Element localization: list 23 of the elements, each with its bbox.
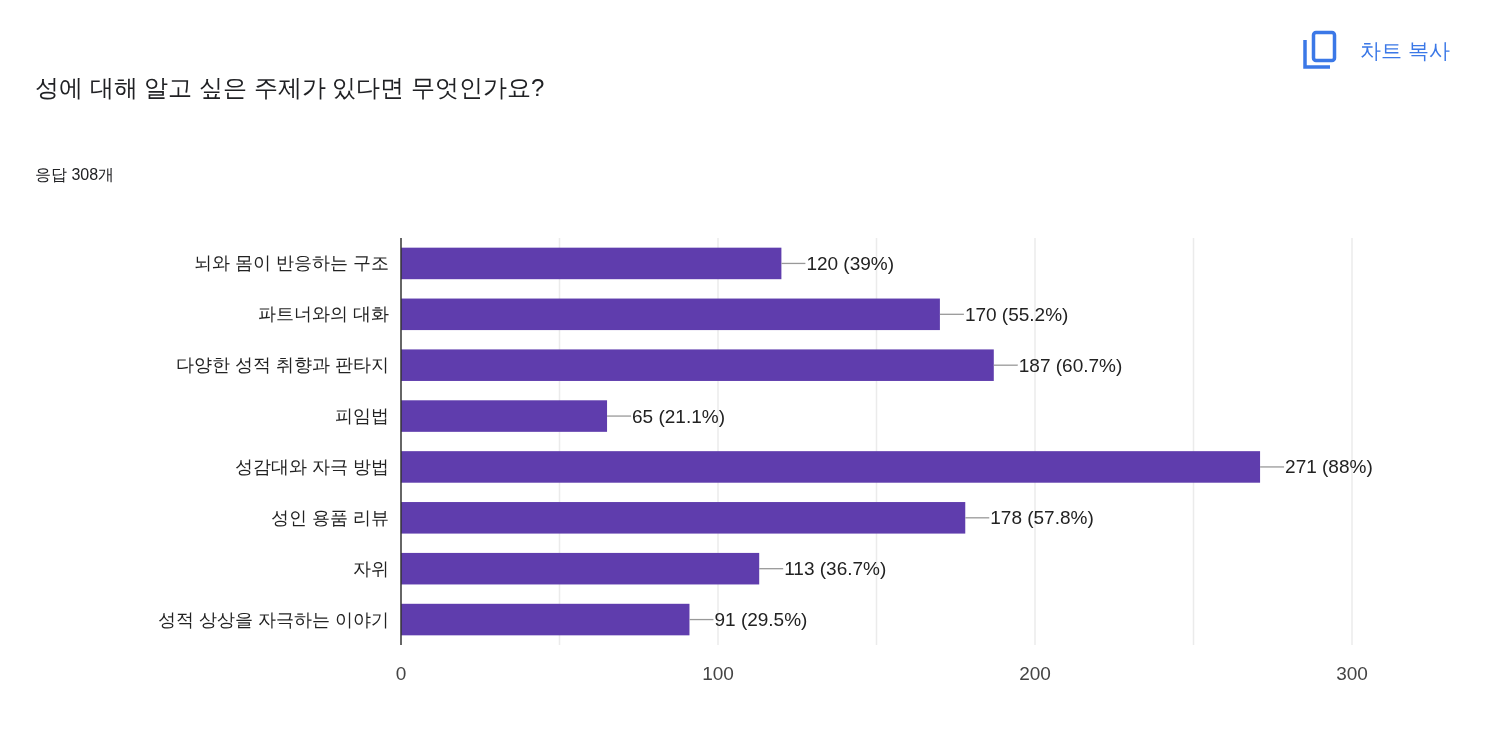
category: 성적 상상을 자극하는 이야기 — [158, 609, 389, 630]
value-label: 120 (39%) — [806, 252, 895, 274]
category: 파트너와의 대화 — [258, 304, 389, 325]
annotation: 차트 복사 — [1303, 30, 1450, 69]
value-label: 187 (60.7%) — [1018, 354, 1123, 376]
category: 자위 — [353, 558, 389, 579]
xtick: 300 — [1336, 663, 1368, 684]
subtitle: 응답 308개 — [35, 166, 115, 183]
value-label: 170 (55.2%) — [964, 303, 1069, 325]
category: 다양한 성적 취향과 판타지 — [176, 355, 389, 376]
value-label: 91 (29.5%) — [714, 609, 808, 631]
category: 성인 용품 리뷰 — [271, 507, 389, 528]
value-label: 178 (57.8%) — [990, 507, 1094, 529]
xtick: 200 — [1019, 663, 1051, 684]
category: 피임법 — [335, 406, 389, 427]
value-label: 271 (88%) — [1285, 456, 1373, 478]
value-label: 65 (21.1%) — [632, 405, 725, 427]
title: 성에 대해 알고 싶은 주제가 있다면 무엇인가요? — [35, 74, 545, 101]
xtick: 0 — [395, 663, 407, 684]
xtick: 100 — [702, 663, 734, 684]
value-label: 113 (36.7%) — [784, 558, 887, 580]
category: 성감대와 자극 방법 — [235, 456, 389, 477]
category: 뇌와 몸이 반응하는 구조 — [194, 253, 389, 274]
